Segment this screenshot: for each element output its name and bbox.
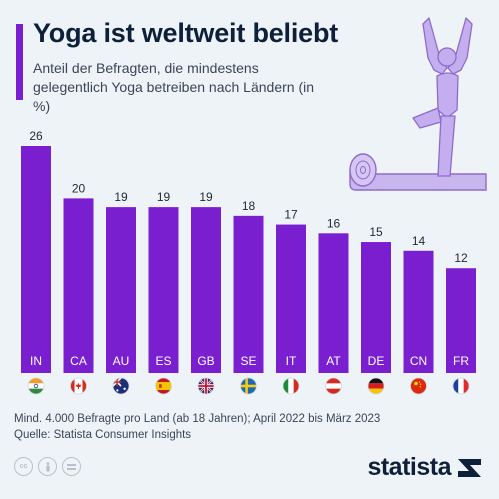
title-accent-bar [16,24,23,100]
flag-ring [27,377,45,395]
footer-notes: Mind. 4.000 Befragte pro Land (ab 18 Jah… [14,411,380,443]
bar-cn [403,250,434,373]
bars-layer: 26 IN 20 CA 19 AU 19 ES 19 GB 18 SE 17 IT 16 AT 15 DE 14 CN… [21,129,476,395]
category-label-se: SE [240,354,256,368]
flag-ring [155,377,172,395]
flag-ring [197,377,215,395]
flag-sweden-icon [240,378,257,394]
bar-at [318,233,349,373]
flag-india-icon [28,378,44,394]
equals-icon[interactable] [62,457,81,476]
chart-subtitle: Anteil der Befragten, die mindestens gel… [33,60,315,114]
bar-au [106,207,136,373]
flag-china-icon [410,378,427,394]
bar-se [233,215,264,373]
flag-ring [70,377,87,395]
flag-ring [452,377,470,395]
cc-icon[interactable]: cc [14,457,33,476]
flag-ring [410,377,427,395]
value-label-ca: 20 [72,181,86,195]
value-label-in: 26 [29,129,43,143]
bar-de [361,242,391,373]
flag-ring [367,377,385,395]
flag-canada-icon [70,378,87,394]
flag-italy-icon [283,378,299,394]
value-label-at: 16 [327,216,341,230]
by-icon[interactable] [38,457,57,476]
statista-logo-icon [458,458,481,477]
bar-gb [191,207,221,373]
category-label-de: DE [368,354,385,368]
category-label-fr: FR [453,354,469,368]
category-label-it: IT [286,354,297,368]
value-label-se: 18 [242,199,256,213]
bar-es [148,207,179,373]
source-note: Quelle: Statista Consumer Insights [14,429,192,441]
brand-logo[interactable]: statista [367,453,483,482]
value-label-au: 19 [114,190,128,204]
category-label-at: AT [326,354,341,368]
flag-ring [112,377,130,395]
bar-it [276,224,306,373]
value-label-gb: 19 [199,190,213,204]
license-icons: cc [14,457,81,476]
brand-name: statista [367,453,451,481]
flag-france-icon [453,378,469,394]
flag-austria-icon [325,378,342,394]
sample-note: Mind. 4.000 Befragte pro Land (ab 18 Jah… [14,413,381,425]
flag-spain-icon [155,378,172,394]
chart-title: Yoga ist weltweit beliebt [33,18,339,48]
value-label-fr: 12 [454,251,468,265]
bar-in [21,146,51,373]
flag-germany-icon [368,378,384,394]
category-label-cn: CN [410,354,427,368]
category-label-ca: CA [70,354,87,368]
category-label-in: IN [30,354,42,368]
flag-ring [282,377,300,395]
value-label-es: 19 [157,190,171,204]
category-label-gb: GB [197,354,214,368]
bar-fr [446,268,476,373]
value-label-it: 17 [284,208,298,222]
flag-ring [240,377,257,395]
yoga-tree-pose-icon [349,17,487,191]
value-label-cn: 14 [412,234,426,248]
value-label-de: 15 [369,225,383,239]
bar-ca [63,198,94,373]
category-label-es: ES [155,354,171,368]
category-label-au: AU [113,354,130,368]
flag-uk-icon [198,378,214,394]
flag-ring [325,377,342,395]
